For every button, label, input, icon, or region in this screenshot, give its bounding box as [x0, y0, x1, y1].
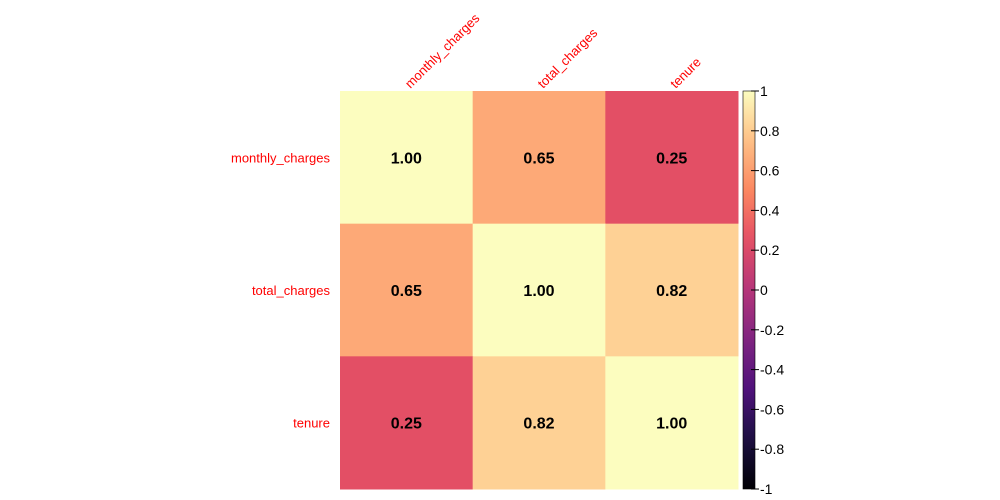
row-label: monthly_charges [231, 150, 330, 165]
colorbar-tick-label: 0.6 [760, 163, 780, 179]
cell-value-label: 0.82 [523, 416, 554, 433]
heatmap-cell [340, 91, 474, 225]
colorbar-tick-label: 0.4 [760, 202, 780, 218]
colorbar-tick-label: -1 [760, 481, 773, 497]
colorbar: 1 0.8 0.6 0.4 0.2 0 -0.2 -0.4 -0.6 -0.8 -1 [742, 83, 784, 497]
heatmap-cell [340, 223, 474, 357]
cell-value-label: 0.65 [523, 150, 554, 167]
colorbar-tick-label: 0 [760, 282, 768, 298]
colorbar-tick-label: 0.2 [760, 242, 780, 258]
cell-value-label: 0.25 [656, 150, 687, 167]
cell-value-label: 0.82 [656, 283, 687, 300]
row-label: tenure [293, 416, 330, 431]
cell-value-label: 1.00 [656, 416, 687, 433]
heatmap-cell [605, 223, 739, 357]
heatmap-cell [472, 223, 606, 357]
colorbar-tick-label: 1 [760, 83, 768, 99]
column-label: total_charges [535, 25, 601, 91]
colorbar-tick-label: -0.2 [760, 322, 784, 338]
column-label: monthly_charges [402, 10, 483, 91]
column-label: tenure [667, 54, 704, 91]
column-labels: monthly_charges total_charges tenure [402, 10, 704, 91]
colorbar-tick-label: 0.8 [760, 123, 780, 139]
colorbar-tick-label: -0.8 [760, 441, 784, 457]
heatmap-cell [605, 356, 739, 490]
colorbar-tick-label: -0.6 [760, 401, 784, 417]
heatmap-cell [340, 356, 474, 490]
heatmap-cell [472, 356, 606, 490]
heatmap-cells [340, 91, 739, 490]
cell-value-label: 1.00 [391, 150, 422, 167]
cell-value-label: 1.00 [523, 283, 554, 300]
heatmap-cell [605, 91, 739, 225]
colorbar-tick-label: -0.4 [760, 362, 784, 378]
cell-value-label: 0.25 [391, 416, 422, 433]
heatmap-value-labels: 1.00 0.65 0.25 0.65 1.00 0.82 0.25 0.82 1.00 [391, 150, 688, 432]
row-label: total_charges [252, 283, 331, 298]
heatmap-cell [472, 91, 606, 225]
cell-value-label: 0.65 [391, 283, 422, 300]
